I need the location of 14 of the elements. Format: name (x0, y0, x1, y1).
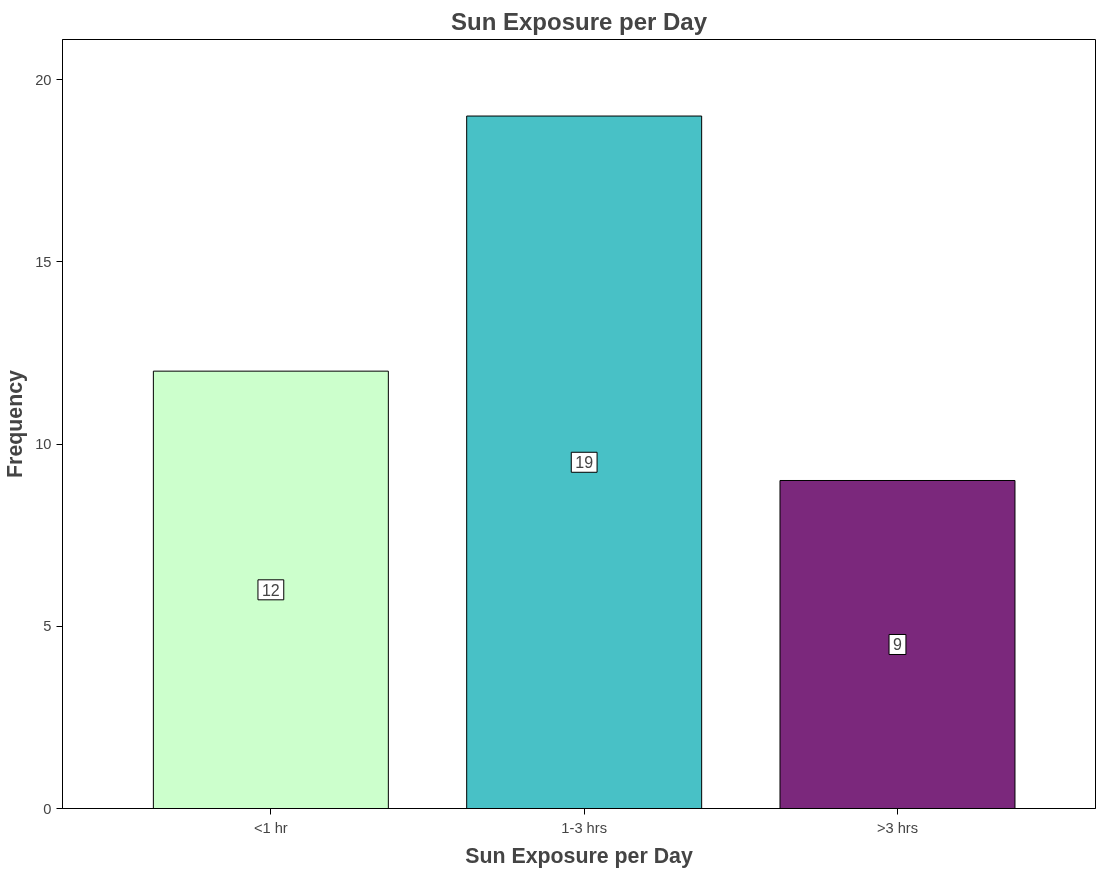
y-tick-label: 20 (35, 71, 52, 88)
data-label: 12 (261, 581, 280, 599)
chart-title: Sun Exposure per Day (450, 7, 708, 35)
y-axis-title: Frequency (3, 369, 28, 478)
y-tick-label: 0 (43, 800, 52, 817)
x-tick-label: >3 hrs (876, 819, 919, 836)
x-axis-title: Sun Exposure per Day (465, 843, 693, 868)
data-label: 9 (893, 636, 903, 654)
y-tick-label: 10 (35, 436, 52, 453)
y-tick-label: 5 (43, 618, 52, 635)
y-tick-label: 15 (35, 253, 52, 270)
x-tick-label: <1 hr (253, 819, 288, 836)
data-label: 19 (575, 454, 594, 472)
x-tick-label: 1-3 hrs (561, 819, 607, 836)
